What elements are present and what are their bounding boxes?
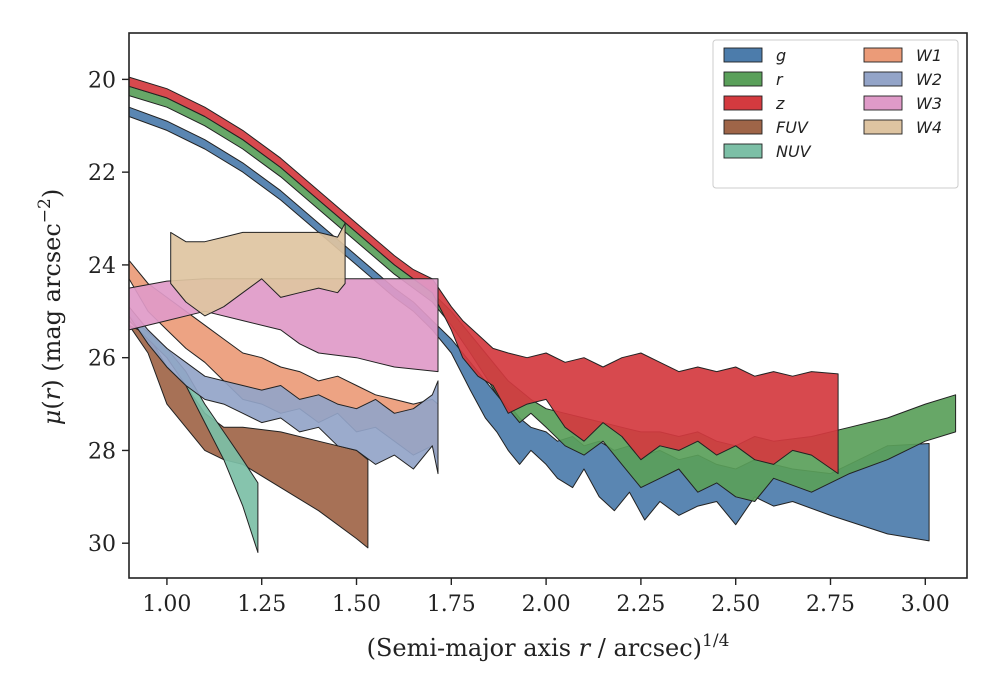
x-tick-label: 1.25 (237, 592, 286, 617)
legend-label-w1: W1 (916, 46, 942, 65)
legend-swatch-fuv (723, 119, 763, 135)
x-tick-label: 1.50 (332, 592, 381, 617)
legend-label-w3: W3 (916, 94, 942, 113)
x-tick-label: 1.00 (142, 592, 191, 617)
legend-label-fuv: FUV (776, 118, 809, 137)
plot-frame (128, 32, 968, 579)
y-axis-ticks: 20 22 24 26 28 30 (88, 68, 129, 557)
legend-swatch-w2 (863, 71, 903, 87)
legend-swatch-nuv (723, 143, 763, 159)
legend-label-r: r (776, 70, 784, 89)
legend: grz FUV NUV W1 W2 W3 W4 (712, 39, 959, 189)
y-tick-label: 28 (88, 439, 116, 464)
legend-label-nuv: NUV (776, 142, 812, 161)
band-z (128, 76, 839, 475)
profile-bands (128, 76, 957, 553)
legend-swatch-z (723, 95, 763, 111)
x-tick-label: 2.50 (711, 592, 760, 617)
band-w2 (128, 306, 439, 475)
y-tick-label: 22 (88, 161, 116, 186)
x-axis-label: (Semi-major axis r / arcsec)1/4 (367, 631, 730, 662)
legend-swatch-w3 (863, 95, 903, 111)
y-axis-label: μ(r) (mag arcsec−2) (35, 189, 66, 426)
legend-label-w4: W4 (916, 118, 942, 137)
legend-label-z: z (775, 94, 785, 113)
legend-swatch-r (723, 71, 763, 87)
x-axis-ticks: 1.00 1.25 1.50 1.75 2.00 2.25 2.50 2.75 3.00 (142, 578, 950, 617)
x-tick-label: 2.75 (806, 592, 855, 617)
y-tick-label: 26 (88, 347, 116, 372)
y-tick-label: 20 (88, 68, 116, 93)
y-tick-label: 30 (88, 532, 116, 557)
legend-swatch-g (723, 47, 763, 63)
legend-label-g: g (776, 46, 786, 65)
legend-swatch-w4 (863, 119, 903, 135)
band-w4 (170, 222, 346, 317)
x-tick-label: 1.75 (427, 592, 476, 617)
legend-label-w2: W2 (916, 70, 942, 89)
legend-swatch-w1 (863, 47, 903, 63)
x-tick-label: 3.00 (901, 592, 950, 617)
x-tick-label: 2.00 (522, 592, 571, 617)
y-tick-label: 24 (88, 254, 116, 279)
x-tick-label: 2.25 (616, 592, 665, 617)
